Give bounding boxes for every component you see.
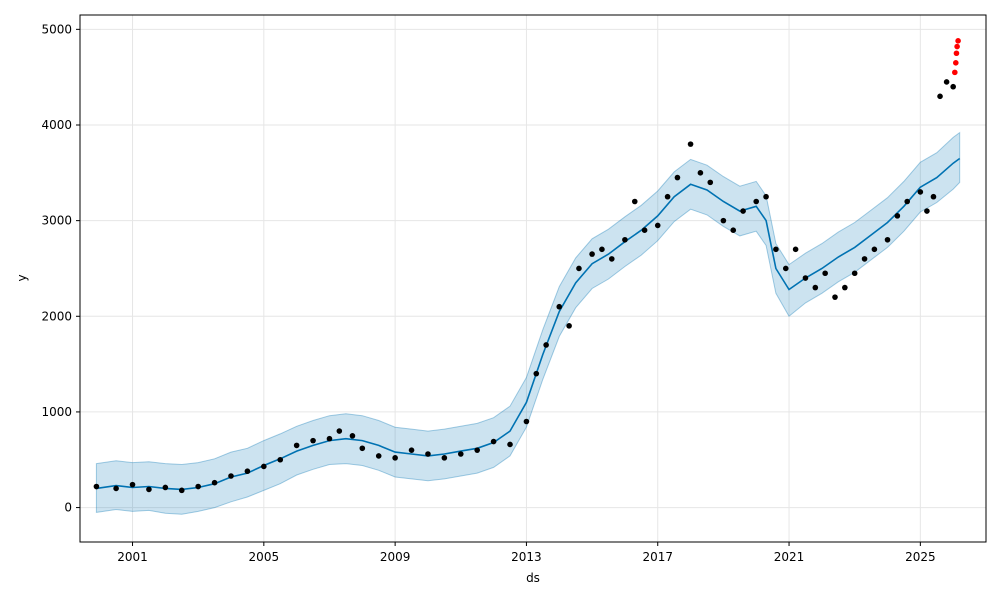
uncertainty-band-area: [95, 131, 961, 515]
observed-point: [664, 193, 671, 200]
observed-point: [812, 284, 819, 291]
observed-point: [457, 451, 464, 457]
observed-point: [195, 483, 201, 490]
observed-point: [654, 222, 661, 229]
y-axis-label: y: [15, 274, 29, 281]
observed-point: [474, 447, 480, 453]
observed-point: [763, 193, 769, 200]
observed-point: [904, 198, 911, 205]
x-tick-label: 2025: [905, 550, 936, 564]
observed-point: [720, 217, 727, 224]
observed-point: [930, 193, 937, 200]
plot-frame: [79, 14, 987, 543]
observed-point: [523, 418, 530, 425]
observed-point: [349, 433, 356, 439]
observed-point: [802, 275, 809, 281]
y-tick-label: 4000: [41, 118, 72, 132]
observed-point: [93, 483, 100, 490]
x-tick-label: 2013: [511, 550, 542, 564]
plot-area-background: [80, 15, 986, 542]
observed-point: [261, 463, 267, 470]
uncertainty-band: [95, 131, 961, 515]
observed-point: [832, 294, 838, 300]
observed-point: [773, 246, 779, 253]
x-tick-label: 2001: [117, 550, 148, 564]
observed-point: [631, 198, 638, 205]
x-tick-label: 2021: [774, 550, 805, 564]
observed-point: [228, 473, 234, 479]
observed-point: [871, 246, 878, 253]
observed-point: [707, 179, 714, 186]
observed-point: [622, 236, 628, 243]
observed-point: [894, 213, 901, 219]
observed-point: [861, 256, 868, 262]
observed-point: [556, 303, 563, 310]
observed-point: [359, 445, 366, 452]
recent-observed-point: [953, 50, 960, 57]
observed-point: [277, 456, 284, 463]
observed-point: [113, 485, 119, 492]
observed-point: [641, 227, 648, 233]
observed-point: [599, 246, 605, 253]
observed-point: [937, 93, 943, 100]
observed-point: [533, 370, 540, 377]
observed-point: [408, 447, 415, 453]
observed-point: [211, 479, 218, 486]
observed-point: [293, 442, 300, 449]
observed-point: [178, 487, 185, 494]
grid-lines: [80, 15, 986, 542]
observed-point: [490, 438, 497, 445]
x-tick-label: 2009: [380, 550, 411, 564]
observed-point: [425, 451, 431, 457]
observed-point: [697, 170, 704, 176]
observed-point: [674, 174, 681, 181]
observed-point: [608, 256, 615, 262]
observed-point: [146, 486, 152, 493]
observed-point: [822, 270, 828, 277]
observed-point: [792, 246, 799, 253]
observed-point: [392, 455, 398, 461]
observed-point: [740, 208, 746, 214]
observed-point: [566, 323, 572, 329]
observed-point: [950, 83, 956, 90]
y-tick-label: 2000: [41, 309, 72, 323]
y-tick-label: 1000: [41, 405, 72, 419]
observed-point: [884, 236, 891, 243]
observed-point: [687, 141, 694, 147]
observed-point: [543, 342, 549, 348]
observed-points: [93, 38, 961, 494]
observed-point: [842, 284, 848, 291]
x-axis-label: ds: [526, 571, 540, 585]
y-tick-label: 0: [64, 501, 72, 515]
observed-point: [730, 227, 737, 233]
observed-point: [917, 189, 924, 195]
observed-point: [924, 208, 930, 214]
y-tick-label: 5000: [41, 22, 72, 36]
observed-point: [310, 437, 316, 444]
observed-point: [326, 435, 333, 442]
observed-point: [129, 481, 136, 488]
x-tick-label: 2005: [249, 550, 280, 564]
observed-point: [753, 198, 760, 205]
observed-point: [782, 265, 789, 272]
observed-point: [576, 265, 582, 272]
y-tick-label: 3000: [41, 214, 72, 228]
observed-point: [162, 484, 169, 491]
observed-point: [336, 428, 343, 434]
observed-point: [507, 441, 513, 448]
recent-observed-point: [952, 69, 958, 76]
observed-point: [375, 453, 382, 459]
x-tick-label: 2017: [642, 550, 673, 564]
axes: 2001 2005 2009 2013 2017 2021 2025 0 1000 2000 300…: [41, 22, 935, 564]
recent-observed-point: [953, 60, 959, 66]
observed-point: [943, 79, 950, 85]
recent-observed-point: [955, 38, 961, 44]
observed-point: [589, 251, 595, 257]
observed-point: [851, 270, 858, 277]
observed-point: [441, 455, 448, 461]
observed-point: [244, 468, 251, 475]
recent-observed-point: [954, 43, 960, 50]
